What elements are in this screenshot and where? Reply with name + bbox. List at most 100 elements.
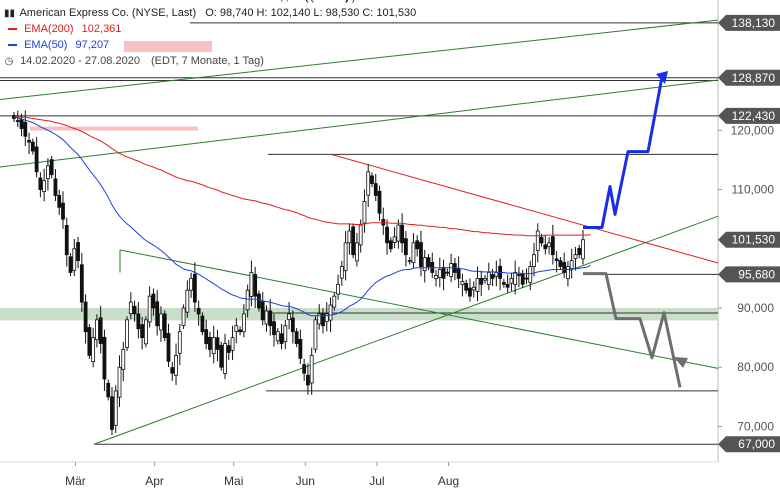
- candle: [223, 333, 227, 380]
- candle: [272, 313, 276, 347]
- candle-body-up: [174, 354, 178, 376]
- candle-body-down: [170, 367, 175, 374]
- trendline-top: [0, 19, 719, 101]
- candle-body-up: [513, 272, 518, 286]
- candle-body-up: [509, 277, 514, 284]
- candle: [566, 260, 570, 287]
- range-detail: (EDT, 7 Monate, 1 Tag): [151, 55, 264, 67]
- candle-body-down: [479, 277, 484, 285]
- ema200-label: EMA(200): [24, 23, 74, 35]
- candle: [128, 292, 133, 320]
- candle-body-up: [317, 313, 322, 325]
- candle: [302, 358, 307, 381]
- candle: [257, 290, 261, 312]
- candle-body-down: [260, 301, 265, 321]
- candle: [177, 323, 182, 366]
- price-box-bg: [718, 14, 780, 31]
- candle: [351, 223, 356, 259]
- candle: [38, 172, 43, 198]
- candle-body-up: [211, 337, 216, 355]
- candle: [524, 268, 529, 285]
- candle: [275, 328, 280, 345]
- candle-body-up: [437, 269, 442, 278]
- ema200-line: [14, 116, 591, 237]
- price-box-label: 122,430: [732, 109, 776, 123]
- chart-grid: [0, 0, 719, 463]
- x-tick-label: Mär: [65, 474, 86, 488]
- candle: [528, 260, 533, 291]
- price-box-bg: [718, 69, 780, 86]
- fibonacci-labels: 115,930 (0.00%)89,163 (61.80%)76,000 (10…: [268, 0, 355, 3]
- candle: [215, 329, 220, 362]
- candle: [437, 257, 442, 288]
- candle-body-up: [287, 313, 291, 320]
- candle-body-up: [46, 165, 50, 179]
- legend-ema50-row[interactable]: EMA(50) 97,207: [8, 38, 109, 53]
- candle: [76, 236, 80, 269]
- bullish-arrowhead: [656, 71, 668, 84]
- price-box-label: 95,680: [738, 267, 775, 281]
- candle-body-down: [562, 261, 567, 273]
- candle: [174, 343, 178, 385]
- candle: [226, 339, 231, 361]
- candle: [185, 280, 190, 318]
- candle-body-up: [569, 260, 574, 270]
- candle-body-up: [475, 277, 480, 292]
- price-axis: 70,000 80,000 90,000 110,000 120,000 138,130 1…: [718, 14, 780, 453]
- candle: [400, 213, 405, 253]
- candle: [230, 325, 235, 361]
- candle-body-down: [400, 224, 405, 244]
- candle-body-up: [245, 289, 250, 311]
- candle-body-up: [486, 272, 491, 286]
- candle: [61, 191, 65, 229]
- price-box: 95,680: [718, 266, 780, 283]
- x-tick-label: Aug: [438, 474, 459, 488]
- legend-ema200-row[interactable]: EMA(200) 102,361: [8, 22, 121, 37]
- candle-body-up: [362, 200, 367, 224]
- candle: [317, 304, 322, 330]
- candle-body-down: [268, 310, 273, 327]
- candle: [181, 304, 186, 330]
- candle: [170, 361, 175, 381]
- price-box: 67,000: [718, 436, 780, 453]
- candle-body-up: [494, 272, 499, 277]
- candle-body-down: [558, 260, 563, 267]
- candle-body-up: [339, 266, 344, 279]
- candle-body-down: [306, 374, 310, 386]
- candle-body-up: [328, 304, 333, 321]
- y-tick-label: 120,000: [731, 123, 775, 137]
- candle-body-down: [505, 283, 510, 288]
- candle-body-up: [181, 307, 186, 326]
- candle: [136, 302, 141, 339]
- candle-body-down: [208, 336, 212, 350]
- candle-body-down: [298, 338, 303, 359]
- candle: [159, 306, 163, 342]
- horizontal-levels: [0, 22, 718, 445]
- candle: [95, 314, 99, 348]
- candle: [68, 253, 73, 277]
- candle-body-up: [264, 310, 269, 325]
- candle-body-down: [38, 177, 43, 190]
- candle: [460, 273, 465, 297]
- candle: [268, 299, 273, 336]
- resistance-line: [331, 154, 719, 264]
- candle: [117, 355, 122, 407]
- candle: [464, 279, 469, 294]
- candle-body-down: [520, 272, 525, 285]
- candle-body-down: [15, 120, 20, 122]
- candle: [53, 169, 58, 202]
- candle-body-down: [27, 139, 31, 143]
- candle-body-down: [219, 344, 224, 368]
- candle: [98, 305, 103, 354]
- ema50-label: EMA(50): [24, 39, 68, 51]
- clock-icon: ◷: [4, 56, 14, 67]
- candle-body-down: [377, 190, 382, 214]
- candle-body-up: [336, 283, 340, 295]
- candle-body-down: [64, 224, 69, 256]
- candle-body-down: [155, 301, 160, 327]
- support-band: [0, 308, 718, 321]
- candle: [573, 246, 578, 271]
- candle: [294, 328, 299, 348]
- candle-body-up: [355, 242, 359, 262]
